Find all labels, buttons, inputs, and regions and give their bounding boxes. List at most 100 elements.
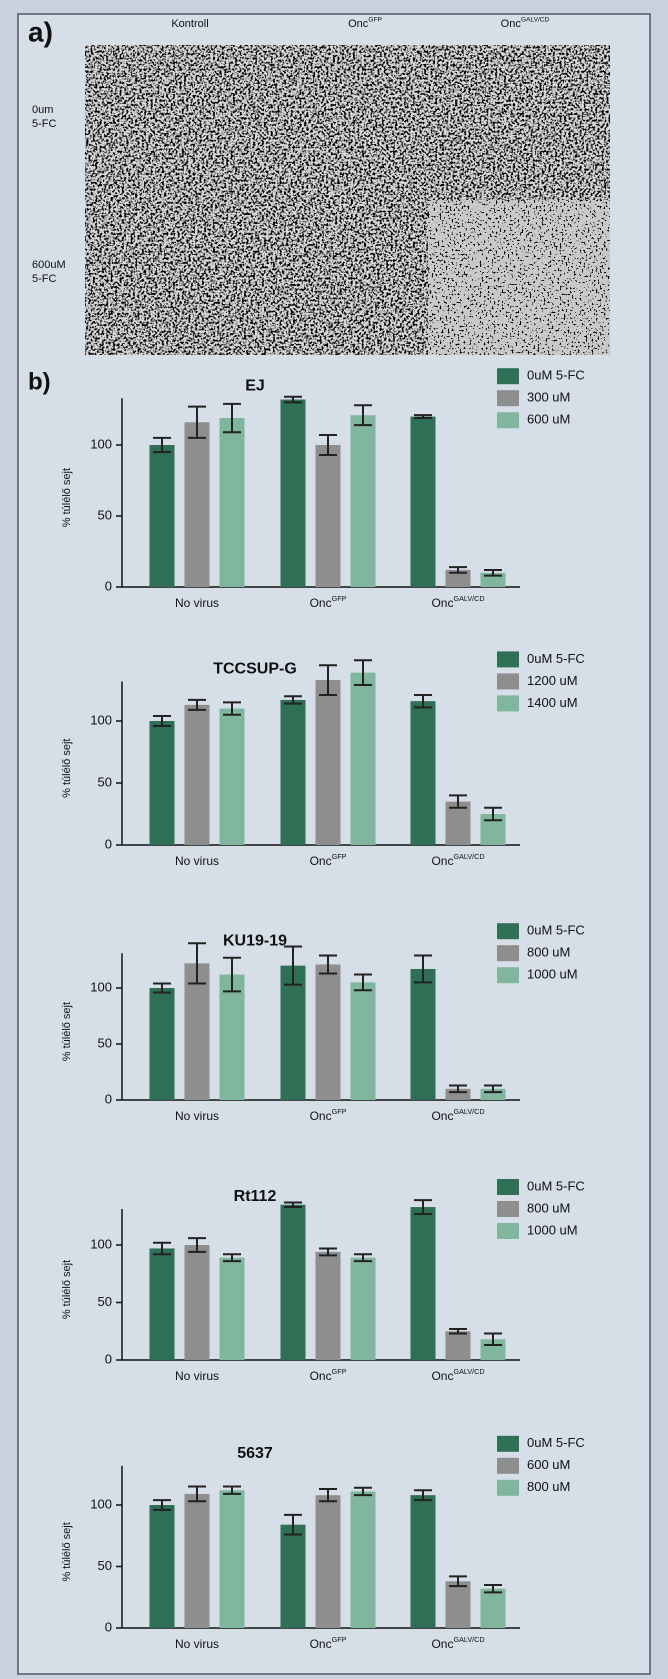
x-tick-label-base: Onc	[310, 1109, 332, 1123]
x-tick-label-sup: GFP	[332, 852, 347, 861]
bar	[316, 680, 341, 845]
legend-swatch	[497, 673, 519, 689]
panel-label: a)	[28, 16, 53, 47]
bar	[411, 417, 436, 587]
y-tick-label: 0	[105, 578, 112, 593]
bar	[481, 1589, 506, 1628]
bar	[281, 966, 306, 1100]
bar	[185, 1245, 210, 1360]
legend-label: 0uM 5-FC	[527, 923, 585, 938]
bar	[316, 964, 341, 1100]
y-tick-label: 100	[90, 1236, 112, 1251]
row-label: 600uM	[32, 259, 66, 271]
x-tick-label-sup: GFP	[332, 1635, 347, 1644]
legend-label: 0uM 5-FC	[527, 368, 585, 383]
bar	[185, 422, 210, 587]
x-tick-label: No virus	[175, 1109, 219, 1123]
bar	[316, 445, 341, 587]
y-tick-label: 50	[98, 774, 112, 789]
column-label-sup: GFP	[368, 16, 382, 23]
legend-label: 800 uM	[527, 1200, 570, 1215]
y-axis-label: % túlélő sejt	[61, 1260, 73, 1319]
legend-swatch	[497, 368, 519, 384]
legend-label: 300 uM	[527, 390, 570, 405]
figure: a) b) KontrollOncGFPOncGALV/CD0um5-FC600…	[0, 0, 668, 1679]
x-tick-label-base: Onc	[310, 1369, 332, 1383]
y-tick-label: 50	[98, 507, 112, 522]
row-label: 0um	[32, 104, 53, 116]
chart-title: KU19-19	[223, 932, 287, 949]
row-label: 5-FC	[32, 118, 57, 130]
x-tick-label: No virus	[175, 596, 219, 610]
bar	[281, 1525, 306, 1628]
x-tick-label-base: No virus	[175, 1369, 219, 1383]
bar	[150, 445, 175, 587]
bar	[220, 709, 245, 845]
y-tick-label: 0	[105, 1091, 112, 1106]
bar	[281, 400, 306, 587]
x-tick-label-base: Onc	[310, 1637, 332, 1651]
x-tick-label-base: Onc	[431, 854, 453, 868]
bar	[281, 700, 306, 845]
bar	[351, 673, 376, 845]
bar	[220, 1490, 245, 1628]
legend-swatch	[497, 1223, 519, 1239]
y-tick-label: 0	[105, 836, 112, 851]
x-tick-label-base: Onc	[431, 1109, 453, 1123]
bar	[150, 1505, 175, 1628]
legend-swatch	[497, 695, 519, 711]
chart-title: 5637	[237, 1445, 273, 1462]
legend-label: 600 uM	[527, 412, 570, 427]
legend-swatch	[497, 945, 519, 961]
x-tick-label-base: Onc	[431, 596, 453, 610]
bar	[351, 1491, 376, 1628]
bar	[411, 1207, 436, 1360]
bar	[220, 975, 245, 1100]
x-tick-label-base: Onc	[310, 854, 332, 868]
y-tick-label: 0	[105, 1351, 112, 1366]
bar	[446, 1581, 471, 1628]
legend-swatch	[497, 967, 519, 983]
bar	[351, 1258, 376, 1360]
y-tick-label: 0	[105, 1619, 112, 1634]
bar	[316, 1495, 341, 1628]
column-label: Kontroll	[171, 18, 208, 30]
legend-swatch	[497, 1179, 519, 1195]
x-tick-label-base: No virus	[175, 596, 219, 610]
chart-title: TCCSUP-G	[213, 661, 297, 678]
legend-label: 600 uM	[527, 1457, 570, 1472]
legend-swatch	[497, 1480, 519, 1496]
x-tick-label-sup: GALV/CD	[453, 594, 484, 603]
legend-label: 800 uM	[527, 1479, 570, 1494]
y-tick-label: 50	[98, 1294, 112, 1309]
legend-swatch	[497, 412, 519, 428]
bar	[185, 705, 210, 845]
y-tick-label: 100	[90, 1496, 112, 1511]
page: {"panel_a": {"label": "a)", "columns": […	[0, 0, 668, 1679]
x-tick-label-base: Onc	[310, 596, 332, 610]
x-tick-label-sup: GALV/CD	[453, 852, 484, 861]
x-tick-label: No virus	[175, 1369, 219, 1383]
legend-label: 1400 uM	[527, 695, 578, 710]
y-axis-label: % túlélő sejt	[61, 739, 73, 798]
x-tick-label: No virus	[175, 854, 219, 868]
row-label: 5-FC	[32, 273, 57, 285]
y-tick-label: 100	[90, 712, 112, 727]
x-tick-label-base: No virus	[175, 854, 219, 868]
x-tick-label-sup: GFP	[332, 594, 347, 603]
column-label-base: Onc	[348, 18, 369, 30]
y-tick-label: 100	[90, 979, 112, 994]
bar	[411, 1495, 436, 1628]
x-tick-label-sup: GALV/CD	[453, 1635, 484, 1644]
bar	[281, 1205, 306, 1360]
x-tick-label-base: Onc	[431, 1369, 453, 1383]
column-label-base: Onc	[501, 18, 522, 30]
chart-title: EJ	[245, 377, 265, 394]
bar	[351, 982, 376, 1100]
legend-swatch	[497, 923, 519, 939]
legend-label: 0uM 5-FC	[527, 1178, 585, 1193]
x-tick-label-base: No virus	[175, 1637, 219, 1651]
legend-label: 0uM 5-FC	[527, 1435, 585, 1450]
x-tick-label: No virus	[175, 1637, 219, 1651]
legend-swatch	[497, 390, 519, 406]
